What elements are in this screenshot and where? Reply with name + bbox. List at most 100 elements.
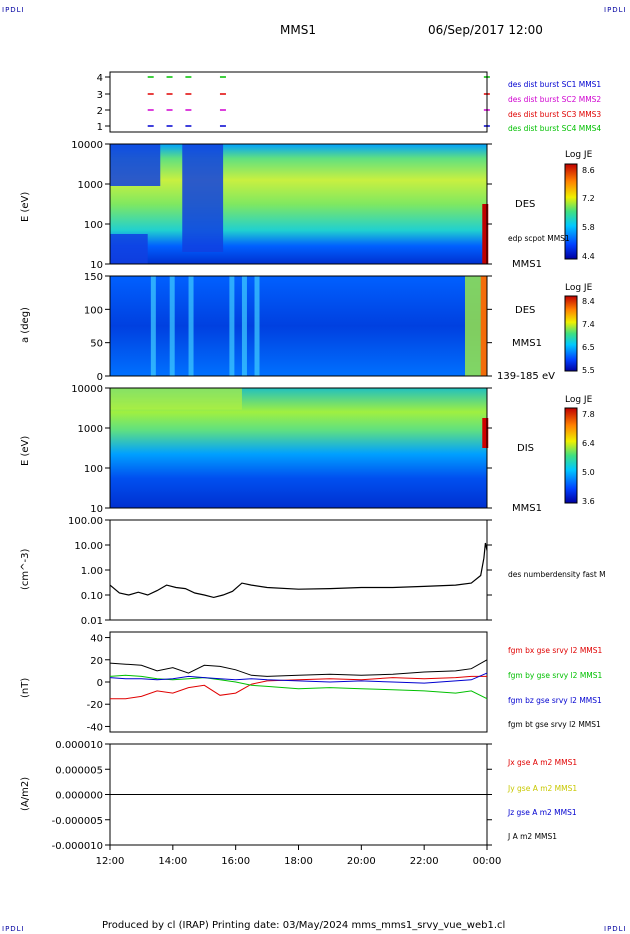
pitch-stripe <box>241 276 247 376</box>
ytick-label: 10000 <box>71 384 103 395</box>
colorbar <box>564 295 578 372</box>
ytick-label: 100.00 <box>68 516 103 527</box>
dis-label: DIS <box>517 443 534 454</box>
xtick-label: 18:00 <box>284 856 313 867</box>
xtick-label: 00:00 <box>473 856 502 867</box>
panel-frame-0 <box>109 71 488 133</box>
jx-series-label: Jx gse A m2 MMS1 <box>508 758 578 767</box>
pitch-stripe <box>169 276 175 376</box>
colorbar <box>564 407 578 504</box>
footer-credits: Produced by cl (IRAP) Printing date: 03/… <box>102 920 506 931</box>
by-series-line <box>109 674 488 700</box>
des-colorbar-tick: 7.2 <box>582 194 595 203</box>
ytick-label: 3 <box>97 90 103 101</box>
des-colorbar-tick: 8.6 <box>582 166 595 175</box>
ytick-label: 10 <box>90 260 103 271</box>
ytick-label: 100 <box>84 464 103 475</box>
bx-series-line <box>110 675 487 700</box>
spectrogram-fill <box>110 144 487 264</box>
j-series-label: J A m2 MMS1 <box>508 832 558 841</box>
xtick-label: 22:00 <box>410 856 439 867</box>
by-series-label: fgm by gse srvy l2 MMS1 <box>508 671 603 680</box>
jy-series-label: Jy gse A m2 MMS1 <box>508 784 578 793</box>
dis-energy-ylabel: E (eV) <box>20 435 31 466</box>
high-flux-band <box>482 204 489 264</box>
panel-frame-1 <box>109 143 488 265</box>
density-ylabel: (cm^-3) <box>20 548 31 590</box>
burst-legend-sc3: des dist burst SC3 MMS3 <box>508 110 602 119</box>
ytick-label: 2 <box>97 106 103 117</box>
xtick-label: 14:00 <box>158 856 187 867</box>
bt-series-label: fgm bt gse srvy l2 MMS1 <box>508 720 601 729</box>
ytick-label: 0.10 <box>81 591 103 602</box>
pitch-stripe <box>150 276 156 376</box>
ytick-label: 50 <box>90 339 103 350</box>
des-spectrogram-mms1-label: MMS1 <box>512 259 542 270</box>
ytick-label: 0.000000 <box>55 791 103 802</box>
plot-date: 06/Sep/2017 12:00 <box>428 23 543 37</box>
ytick-label: 20 <box>90 656 103 667</box>
ytick-label: 0.01 <box>81 616 103 627</box>
ytick-label: 100 <box>84 220 103 231</box>
corner-label-bl: IPDLI <box>2 925 25 933</box>
pitch-stripe <box>188 276 194 376</box>
panel-frame-5 <box>109 631 488 733</box>
des-colorbar-title: Log JE <box>565 150 593 160</box>
dis-colorbar-title: Log JE <box>565 395 593 405</box>
spectrogram-fill <box>110 276 487 376</box>
pitch-colorbar-tick: 8.4 <box>582 297 595 306</box>
pitch-des-label: DES <box>515 305 536 316</box>
des-colorbar-tick: 5.8 <box>582 223 595 232</box>
pitch-angle-ylabel: a (deg) <box>20 307 31 343</box>
pitch-stripe <box>254 276 260 376</box>
low-flux-band <box>182 144 224 252</box>
pitch-colorbar-tick: 5.5 <box>582 366 595 375</box>
ytick-label: -40 <box>87 722 103 733</box>
ytick-label: 0.000010 <box>55 740 103 751</box>
ytick-label: 1 <box>97 122 103 133</box>
pitch-energy-range-label: 139-185 eV <box>497 371 555 382</box>
xtick-label: 12:00 <box>96 856 125 867</box>
low-flux-band <box>110 144 161 186</box>
xtick-label: 16:00 <box>221 856 250 867</box>
panel-frame-4 <box>109 519 488 621</box>
density-series-line <box>109 542 488 599</box>
bz-series-label: fgm bz gse srvy l2 MMS1 <box>508 696 602 705</box>
pitch-colorbar-title: Log JE <box>565 283 593 293</box>
ytick-label: 10 <box>90 504 103 515</box>
jz-series-label: Jz gse A m2 MMS1 <box>508 808 577 817</box>
edp-scpot-label: edp scpot MMS1 <box>508 234 570 243</box>
ytick-label: 0 <box>97 372 103 383</box>
ion-flux-band <box>110 388 242 410</box>
des-label: DES <box>515 199 536 210</box>
ion-high-band <box>482 418 489 448</box>
corner-label-tl: IPDLI <box>2 6 25 14</box>
corner-label-tr: IPDLI <box>604 6 627 14</box>
ytick-label: 150 <box>84 272 103 283</box>
dis-colorbar-tick: 7.8 <box>582 410 595 419</box>
bfield-ylabel: (nT) <box>20 677 31 698</box>
ytick-label: 10.00 <box>74 541 103 552</box>
mission-title: MMS1 <box>280 23 316 37</box>
burst-legend-sc1: des dist burst SC1 MMS1 <box>508 80 602 89</box>
xtick-label: 20:00 <box>347 856 376 867</box>
low-flux-band <box>110 234 148 264</box>
ytick-label: 100 <box>84 305 103 316</box>
ytick-label: 4 <box>97 73 103 84</box>
ytick-label: 40 <box>90 634 103 645</box>
bx-series-label: fgm bx gse srvy l2 MMS1 <box>508 646 603 655</box>
ytick-label: -0.000005 <box>52 816 103 827</box>
panel-frame-3 <box>109 387 488 509</box>
dis-mms1-label: MMS1 <box>512 503 542 514</box>
colorbar <box>564 163 578 260</box>
burst-legend-sc4: des dist burst SC4 MMS4 <box>508 124 602 133</box>
bt-series-line <box>109 659 488 677</box>
ytick-label: 0 <box>97 678 103 689</box>
dis-colorbar-tick: 3.6 <box>582 497 595 506</box>
ytick-label: 0.000005 <box>55 765 103 776</box>
corner-label-br: IPDLI <box>604 925 627 933</box>
ytick-label: 1000 <box>78 180 103 191</box>
pitch-colorbar-tick: 6.5 <box>582 343 595 352</box>
dis-colorbar-tick: 6.4 <box>582 439 595 448</box>
